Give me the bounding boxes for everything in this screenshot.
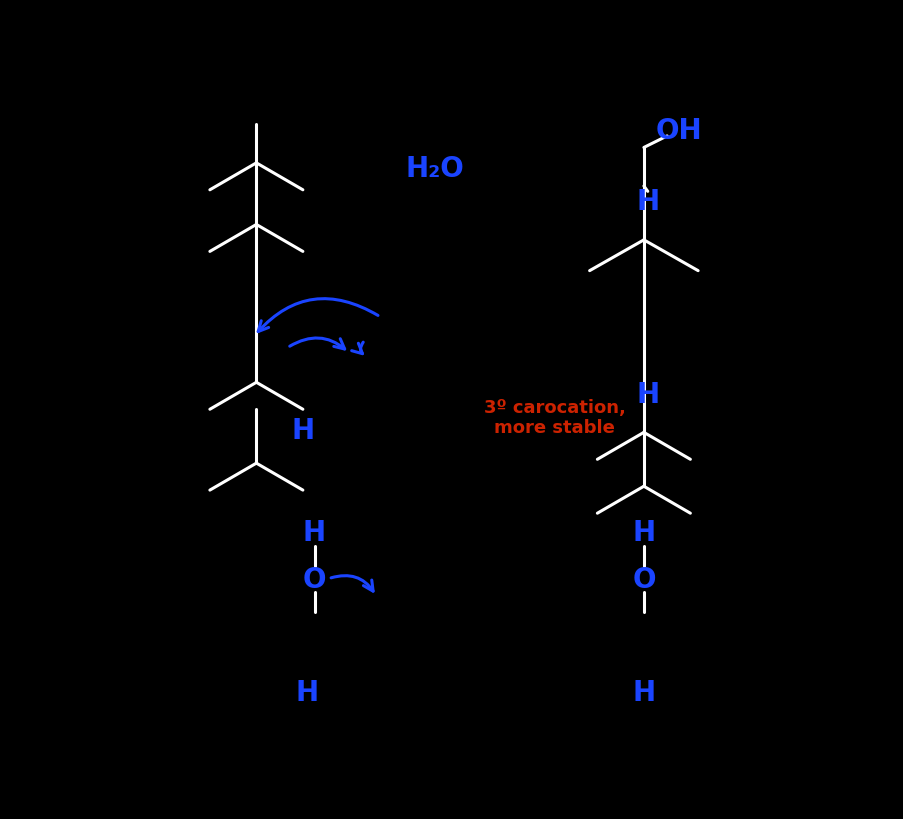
Text: O: O bbox=[631, 565, 655, 593]
Text: H: H bbox=[295, 678, 318, 706]
Text: H: H bbox=[291, 417, 314, 445]
Text: H₂O: H₂O bbox=[405, 155, 463, 183]
Text: H: H bbox=[636, 380, 658, 409]
Text: O: O bbox=[303, 565, 326, 593]
Text: H: H bbox=[631, 518, 655, 547]
Text: OH: OH bbox=[655, 116, 702, 145]
Text: H: H bbox=[303, 518, 326, 547]
Text: 3º carocation,
more stable: 3º carocation, more stable bbox=[483, 398, 625, 437]
Text: H: H bbox=[636, 188, 658, 216]
Text: H: H bbox=[631, 678, 655, 706]
